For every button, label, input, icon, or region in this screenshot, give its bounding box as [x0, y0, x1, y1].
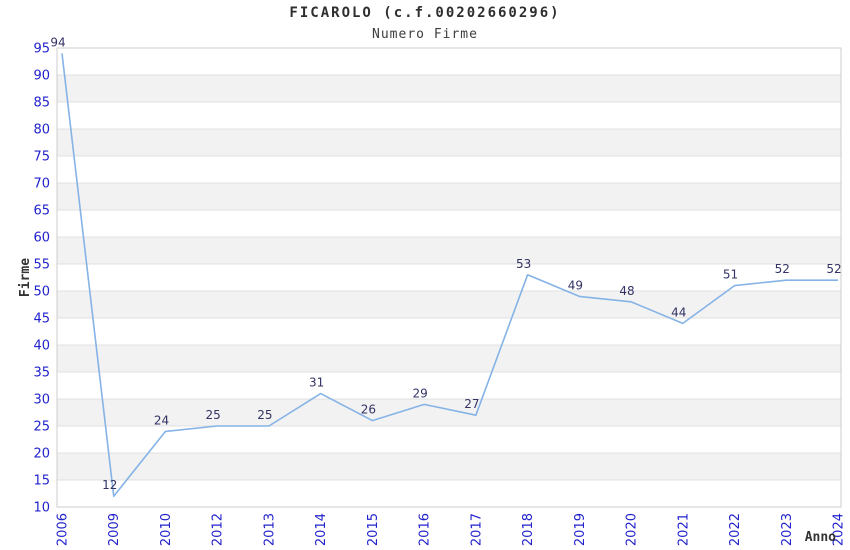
x-tick-label: 2018: [521, 513, 536, 546]
plot-band: [57, 291, 841, 318]
x-axis-title: Anno: [805, 530, 836, 545]
plot-band: [57, 453, 841, 480]
x-tick-label: 2021: [676, 513, 691, 546]
x-tick-label: 2017: [469, 513, 484, 546]
y-tick-label: 35: [33, 366, 50, 381]
x-tick-label: 2024: [832, 513, 847, 546]
y-tick-label: 95: [33, 42, 50, 57]
x-tick-label: 2016: [418, 513, 433, 546]
y-tick-label: 65: [33, 204, 50, 219]
point-label: 53: [516, 257, 531, 271]
point-label: 52: [826, 262, 841, 276]
y-tick-label: 20: [33, 447, 50, 462]
x-tick-label: 2012: [211, 513, 226, 546]
x-tick-label: 2006: [56, 513, 71, 546]
data-line: [61, 53, 838, 498]
x-tick-label: 2022: [728, 513, 743, 546]
point-label: 26: [361, 403, 376, 417]
y-tick-label: 60: [33, 231, 50, 246]
y-tick-label: 80: [33, 123, 50, 138]
point-label: 27: [464, 397, 479, 411]
y-tick-label: 85: [33, 96, 50, 111]
x-tick-label: 2019: [573, 513, 588, 546]
y-tick-label: 45: [33, 312, 50, 327]
y-tick-label: 90: [33, 69, 50, 84]
x-tick-label: 2013: [262, 513, 277, 546]
point-label: 31: [309, 376, 324, 390]
y-tick-label: 70: [33, 177, 50, 192]
point-label: 24: [154, 413, 169, 427]
x-tick-label: 2010: [159, 513, 174, 546]
plot-band: [57, 183, 841, 210]
point-label: 12: [102, 478, 117, 492]
point-label: 29: [412, 386, 427, 400]
y-tick-label: 55: [33, 258, 50, 273]
x-tick-label: 2023: [780, 513, 795, 546]
plot-band: [57, 75, 841, 102]
y-tick-label: 15: [33, 474, 50, 489]
point-label: 44: [671, 305, 686, 319]
y-tick-label: 25: [33, 420, 50, 435]
point-label: 25: [206, 408, 221, 422]
point-label: 49: [568, 278, 583, 292]
y-tick-label: 75: [33, 150, 50, 165]
plot-border: [56, 47, 842, 508]
point-label: 52: [775, 262, 790, 276]
point-label: 51: [723, 268, 738, 282]
chart-subtitle: Numero Firme: [372, 27, 478, 42]
y-axis-title: Firme: [18, 258, 33, 297]
y-tick-label: 30: [33, 393, 50, 408]
y-tick-label: 40: [33, 339, 50, 354]
plot-band: [57, 237, 841, 264]
plot-band: [57, 129, 841, 156]
x-tick-label: 2014: [314, 513, 329, 546]
x-tick-label: 2015: [366, 513, 381, 546]
x-tick-label: 2009: [107, 513, 122, 546]
x-tick-label: 2020: [625, 513, 640, 546]
plot-band: [57, 399, 841, 426]
chart-title: FICAROLO (c.f.00202660296): [289, 5, 561, 21]
point-label: 94: [50, 35, 65, 49]
y-tick-label: 10: [33, 501, 50, 516]
point-label: 25: [257, 408, 272, 422]
y-tick-label: 50: [33, 285, 50, 300]
point-label: 48: [619, 284, 634, 298]
plot-band: [57, 345, 841, 372]
